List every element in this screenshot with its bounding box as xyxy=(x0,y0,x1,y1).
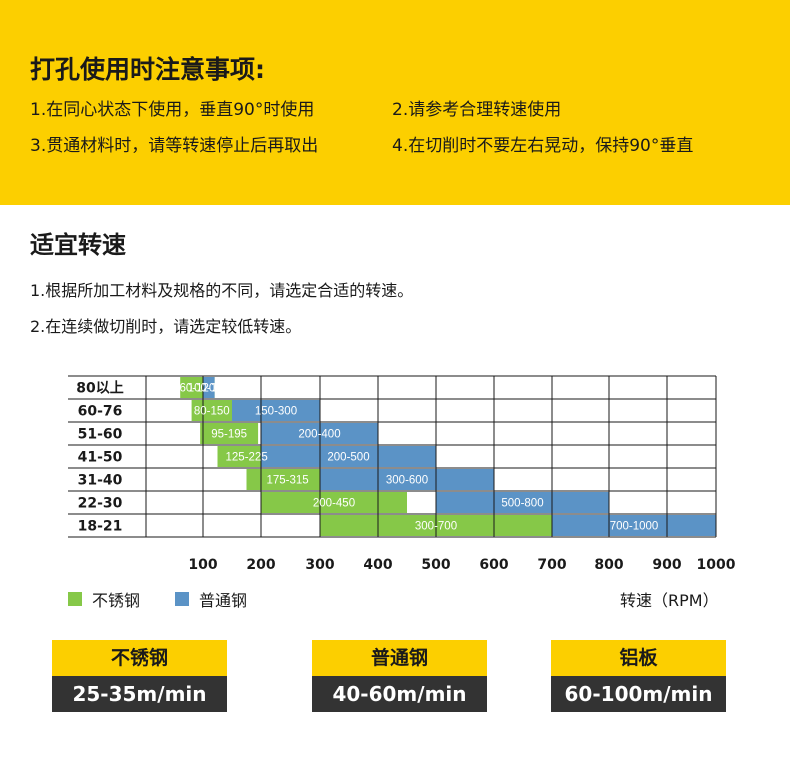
card-speed: 40-60m/min xyxy=(312,676,487,712)
regular-bar-label: 200-400 xyxy=(298,429,340,441)
x-tick-label: 200 xyxy=(246,557,275,573)
x-tick-label: 100 xyxy=(188,557,217,573)
card-speed: 25-35m/min xyxy=(52,676,227,712)
stainless-bar-label: 95-195 xyxy=(211,429,247,441)
legend-stainless-label: 不锈钢 xyxy=(92,591,141,610)
stainless-bar xyxy=(246,469,329,490)
regular-bar xyxy=(436,492,609,513)
notice-item-4: 4.在切削时不要左右晃动，保持90°垂直 xyxy=(392,136,694,156)
legend-regular-swatch xyxy=(175,592,189,606)
speed-card-stainless: 不锈钢 25-35m/min xyxy=(52,640,227,712)
stainless-bar xyxy=(200,423,259,444)
regular-bar xyxy=(203,377,215,398)
x-tick-label: 400 xyxy=(363,557,392,573)
x-tick-label: 500 xyxy=(421,557,450,573)
category-label: 41-50 xyxy=(78,450,123,466)
legend-regular: 普通钢 xyxy=(175,587,247,611)
regular-bar xyxy=(232,400,320,421)
regular-bar-label: 200-500 xyxy=(327,452,369,464)
x-tick-label: 800 xyxy=(594,557,623,573)
regular-bar-label: 300-600 xyxy=(386,475,428,487)
stainless-bar-label: 60-120 xyxy=(179,383,215,395)
stainless-bar-label: 80-150 xyxy=(194,406,230,418)
speed-card-regular: 普通钢 40-60m/min xyxy=(312,640,487,712)
rpm-unit-label: 转速（RPM） xyxy=(620,591,719,610)
regular-bar xyxy=(320,469,494,490)
stainless-bar xyxy=(191,400,232,421)
stainless-bar-label: 175-315 xyxy=(266,475,308,487)
speed-note-1: 1.根据所加工材料及规格的不同，请选定合适的转速。 xyxy=(30,281,414,300)
x-tick-label: 600 xyxy=(479,557,508,573)
speed-note-2: 2.在连续做切削时，请选定较低转速。 xyxy=(30,317,302,336)
regular-bar-label: 500-800 xyxy=(501,498,543,510)
speed-chart: 60-120 80-150 95-195 125-225 175-315 200-450 3… xyxy=(68,375,736,573)
card-material: 不锈钢 xyxy=(52,640,227,676)
notice-item-3: 3.贯通材料时，请等转速停止后再取出 xyxy=(30,136,319,156)
x-tick-label: 700 xyxy=(537,557,566,573)
stainless-bar xyxy=(261,492,407,513)
legend-regular-label: 普通钢 xyxy=(199,591,248,610)
regular-bar-label: 150-300 xyxy=(255,406,297,418)
legend-stainless-swatch xyxy=(68,592,82,606)
x-tick-label: 300 xyxy=(305,557,334,573)
category-label: 80以上 xyxy=(76,381,123,397)
notice-item-2: 2.请参考合理转速使用 xyxy=(392,100,562,120)
category-label: 18-21 xyxy=(78,519,123,535)
category-label: 60-76 xyxy=(78,404,123,420)
card-speed: 60-100m/min xyxy=(551,676,726,712)
category-label: 31-40 xyxy=(78,473,123,489)
regular-bar-label: 100-120 xyxy=(188,383,230,395)
notice-item-1: 1.在同心状态下使用，垂直90°时使用 xyxy=(30,100,315,120)
notice-panel: 打孔使用时注意事项: 1.在同心状态下使用，垂直90°时使用 2.请参考合理转速… xyxy=(0,0,790,205)
x-tick-label: 900 xyxy=(652,557,681,573)
card-material: 铝板 xyxy=(551,640,726,676)
category-label: 51-60 xyxy=(78,427,123,443)
regular-bar-label: 700-1000 xyxy=(610,521,659,533)
legend-stainless: 不锈钢 xyxy=(68,587,140,611)
stainless-bar-label: 200-450 xyxy=(313,498,355,510)
notice-title: 打孔使用时注意事项: xyxy=(30,55,265,84)
x-tick-label: 1000 xyxy=(697,557,736,573)
speed-card-aluminum: 铝板 60-100m/min xyxy=(551,640,726,712)
card-material: 普通钢 xyxy=(312,640,487,676)
regular-bar xyxy=(552,515,716,536)
regular-bar xyxy=(261,446,436,467)
speed-section-title: 适宜转速 xyxy=(30,231,126,259)
category-label: 22-30 xyxy=(78,496,123,512)
stainless-bar-label: 125-225 xyxy=(226,452,268,464)
stainless-bar-label: 300-700 xyxy=(415,521,457,533)
